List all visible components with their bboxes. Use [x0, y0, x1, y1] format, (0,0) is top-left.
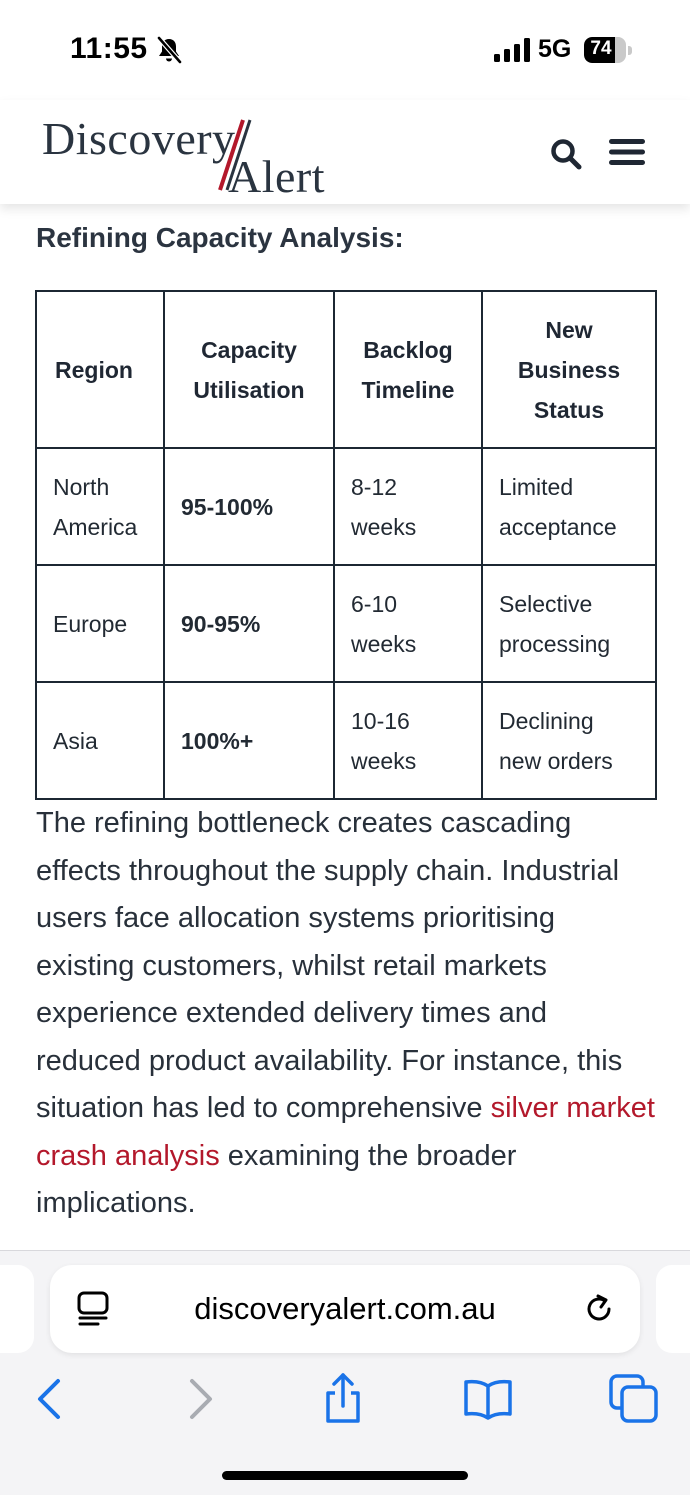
- cell-backlog: 10-16 weeks: [333, 681, 483, 800]
- battery-icon: 74: [584, 37, 632, 63]
- search-icon[interactable]: [550, 138, 582, 170]
- tabs-icon[interactable]: [608, 1373, 660, 1425]
- paragraph-text-after-link: examining the broader implications.: [36, 1139, 517, 1220]
- logo-slash-mark: [218, 119, 252, 191]
- cell-backlog: 6-10 weeks: [333, 564, 483, 683]
- column-header-backlog: Backlog Timeline: [333, 290, 483, 449]
- battery-percent: 74: [590, 38, 612, 59]
- silver-market-crash-link[interactable]: silver market crash analysis: [36, 1092, 655, 1172]
- url-text: discoveryalert.com.au: [194, 1291, 496, 1326]
- share-icon[interactable]: [317, 1373, 369, 1425]
- column-header-region: Region: [35, 290, 165, 449]
- previous-tab-preview[interactable]: [0, 1265, 34, 1353]
- browser-nav-row: [0, 1363, 690, 1433]
- site-header: Discovery Alert: [0, 100, 690, 204]
- reload-icon[interactable]: [582, 1292, 616, 1326]
- cell-status: Limited acceptance: [481, 447, 657, 566]
- bookmarks-icon[interactable]: [462, 1373, 514, 1425]
- back-icon[interactable]: [24, 1373, 76, 1425]
- next-tab-preview[interactable]: [656, 1265, 690, 1353]
- cellular-signal-icon: [494, 38, 530, 62]
- table-header-row: Region Capacity Utilisation Backlog Time…: [35, 290, 657, 449]
- address-bar[interactable]: discoveryalert.com.au: [50, 1265, 640, 1353]
- cell-status: Selective processing: [481, 564, 657, 683]
- battery-fill: [584, 37, 615, 63]
- section-title: Refining Capacity Analysis:: [36, 222, 404, 253]
- site-logo[interactable]: Discovery Alert: [42, 112, 342, 202]
- network-label: 5G: [538, 35, 572, 63]
- cell-region: Europe: [35, 564, 165, 683]
- cell-utilisation: 90-95%: [163, 564, 335, 683]
- cell-status: Declining new orders: [481, 681, 657, 800]
- status-bar: 11:55 5G 74: [0, 0, 690, 100]
- menu-icon[interactable]: [608, 136, 646, 168]
- cell-utilisation: 95-100%: [163, 447, 335, 566]
- reader-icon[interactable]: [76, 1291, 110, 1329]
- home-indicator: [222, 1471, 468, 1480]
- cell-region: North America: [35, 447, 165, 566]
- table-row: North America 95-100% 8-12 weeks Limited…: [35, 447, 657, 566]
- browser-toolbar: discoveryalert.com.au: [0, 1250, 690, 1495]
- column-header-capacity: Capacity Utilisation: [163, 290, 335, 449]
- bell-slash-icon: [157, 36, 182, 64]
- cell-region: Asia: [35, 681, 165, 800]
- refining-capacity-table: Region Capacity Utilisation Backlog Time…: [35, 290, 657, 800]
- logo-discovery-text: Discovery: [42, 113, 236, 164]
- forward-icon[interactable]: [174, 1373, 226, 1425]
- cell-backlog: 8-12 weeks: [333, 447, 483, 566]
- article-paragraph: The refining bottleneck creates cascadin…: [36, 800, 656, 1228]
- column-header-status: New Business Status: [481, 290, 657, 449]
- table-row: Europe 90-95% 6-10 weeks Selective proce…: [35, 564, 657, 683]
- status-time: 11:55: [70, 32, 148, 65]
- paragraph-text-before-link: The refining bottleneck creates cascadin…: [36, 807, 623, 1124]
- cell-utilisation: 100%+: [163, 681, 335, 800]
- logo-alert-text: Alert: [228, 151, 326, 202]
- table-row: Asia 100%+ 10-16 weeks Declining new ord…: [35, 681, 657, 800]
